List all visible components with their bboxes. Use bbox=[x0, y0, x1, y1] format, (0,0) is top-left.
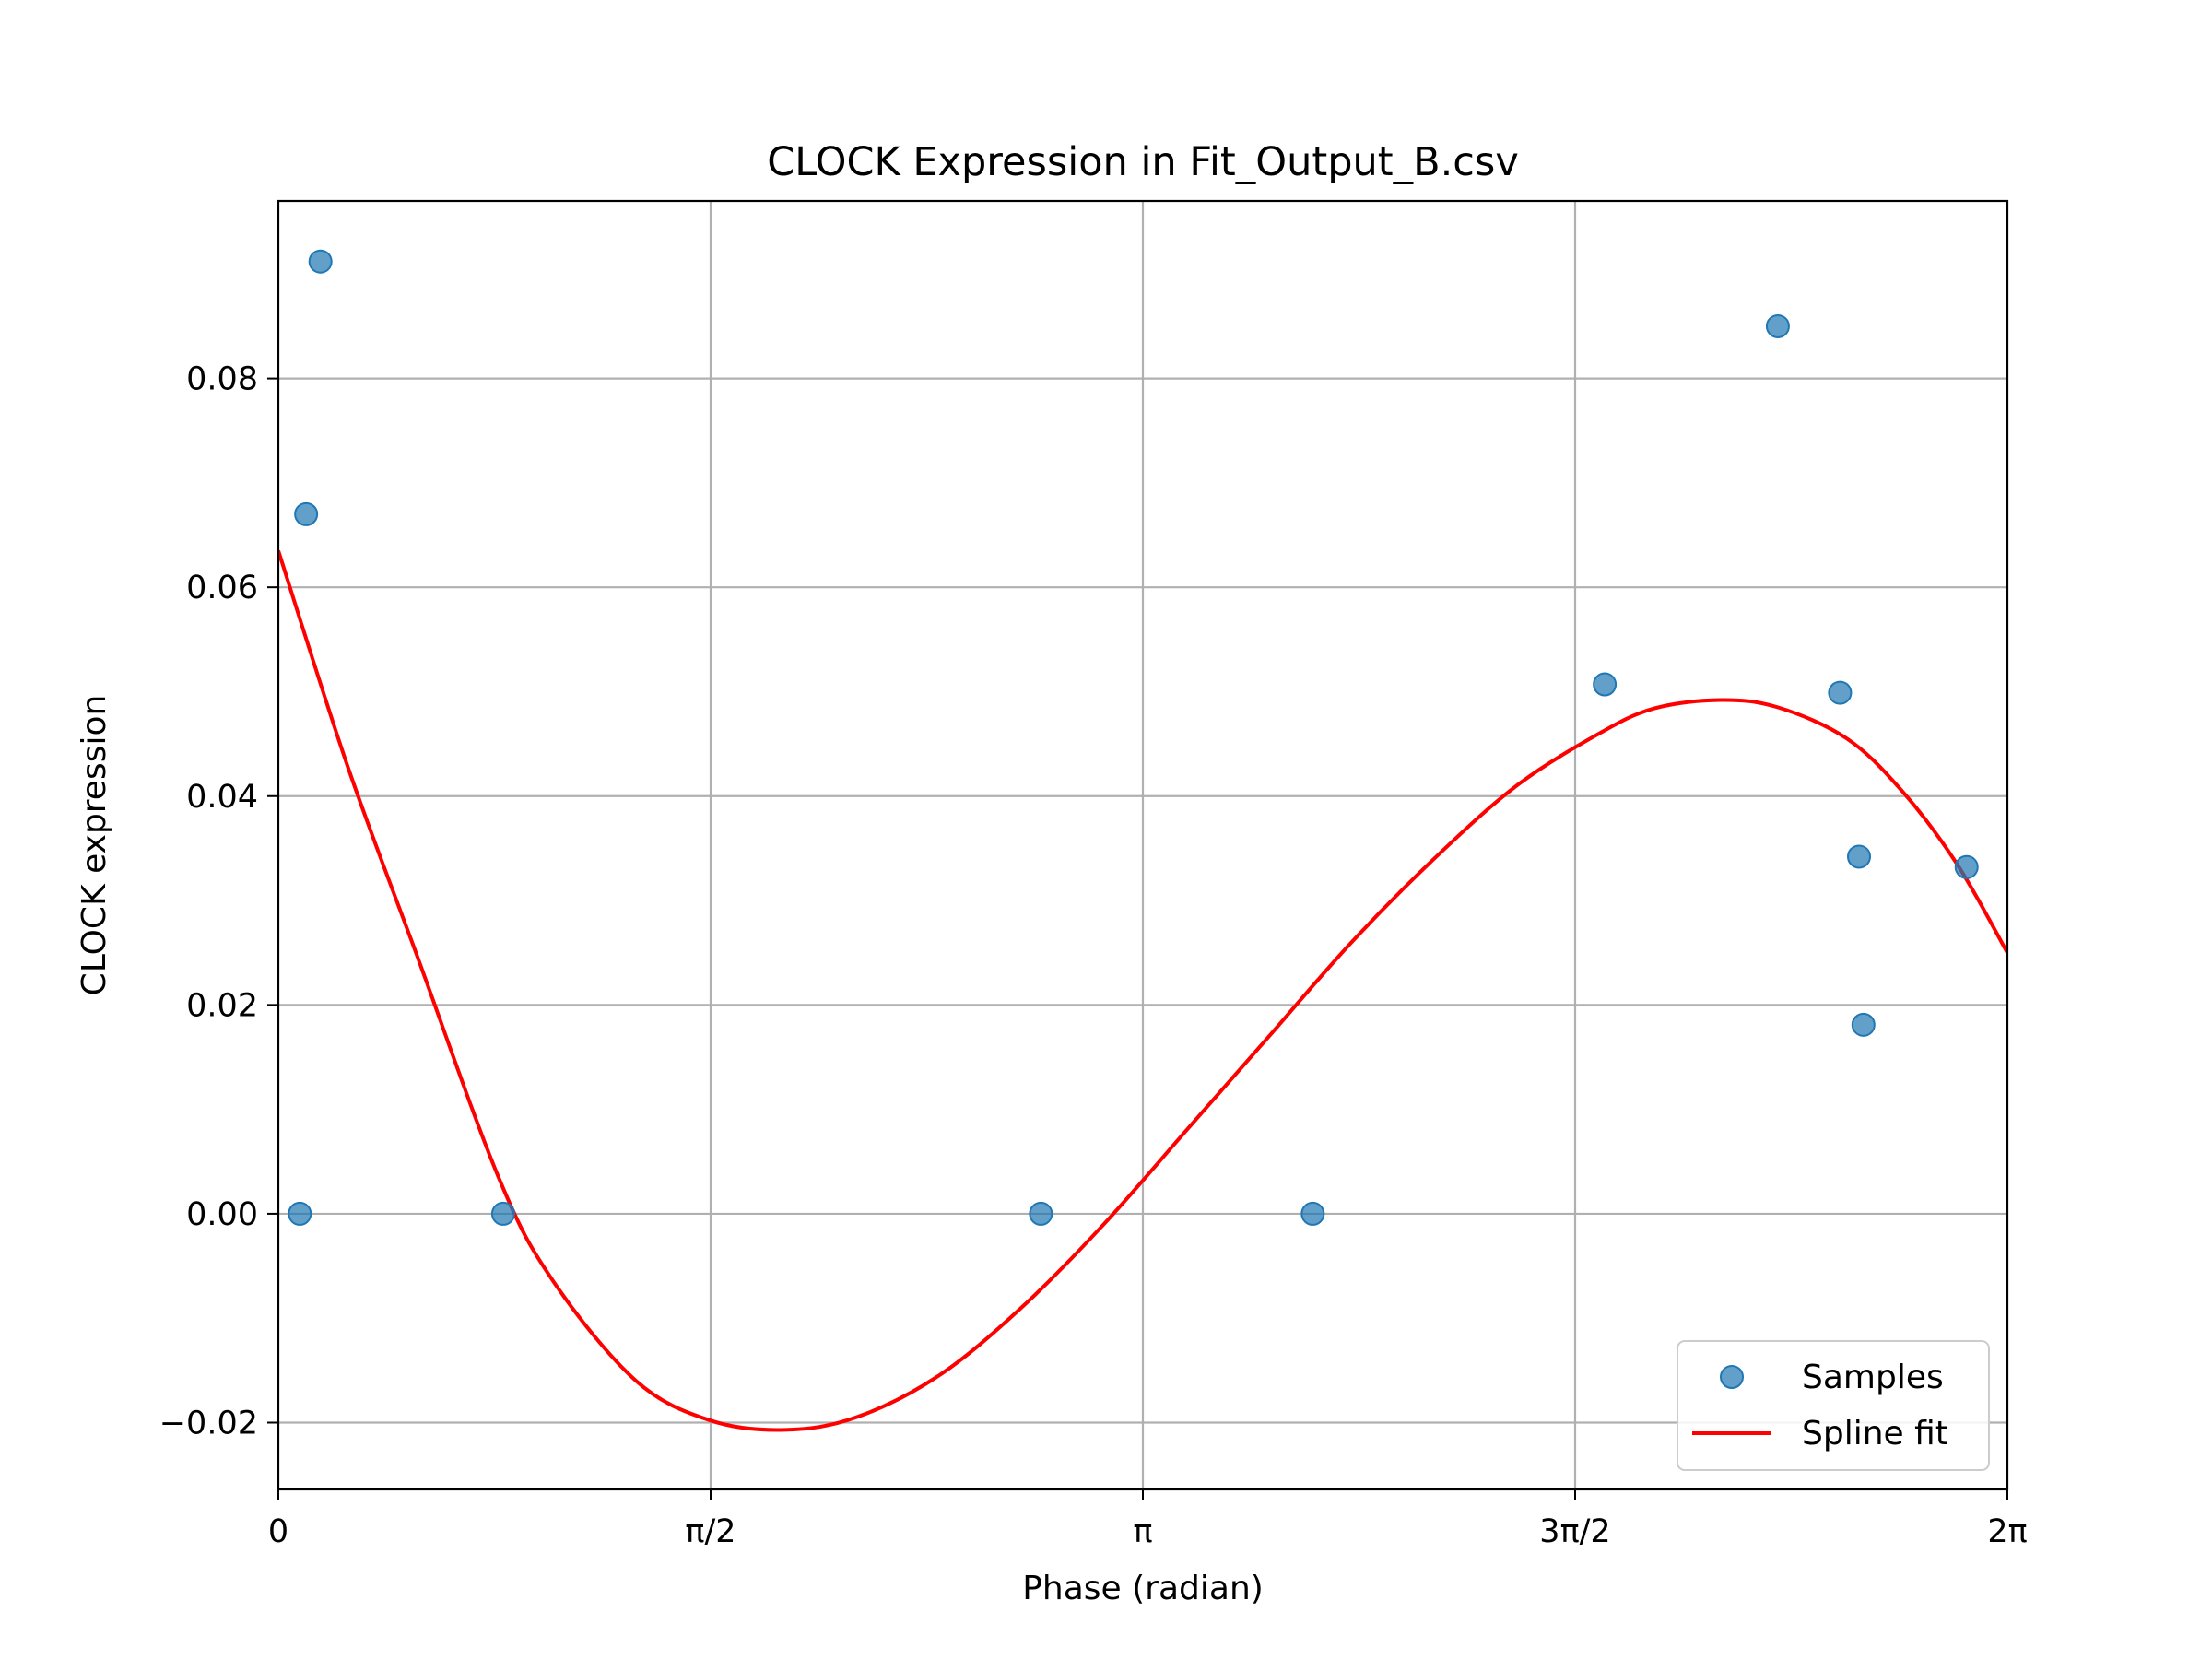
x-tick-label: π/2 bbox=[685, 1513, 735, 1550]
sample-point bbox=[288, 1201, 312, 1226]
y-axis-label: CLOCK expression bbox=[76, 695, 113, 996]
sample-point bbox=[1029, 1201, 1053, 1226]
sample-point bbox=[1954, 854, 1979, 879]
x-tick-label: 0 bbox=[268, 1513, 288, 1550]
sample-point bbox=[1851, 1012, 1876, 1037]
y-tick-label: 0.06 bbox=[186, 570, 258, 606]
spline-fit-layer bbox=[278, 549, 2007, 1432]
legend-samples-label: Samples bbox=[1802, 1359, 1944, 1396]
x-tick-label: 3π/2 bbox=[1539, 1513, 1610, 1550]
legend: Samples Spline fit bbox=[1677, 1340, 1990, 1471]
sample-point bbox=[1828, 680, 1853, 705]
x-axis-label: Phase (radian) bbox=[1022, 1570, 1264, 1607]
y-tick-label: 0.04 bbox=[186, 779, 258, 816]
chart-title: CLOCK Expression in Fit_Output_B.csv bbox=[767, 139, 1519, 185]
sample-point bbox=[1847, 844, 1872, 869]
sample-point bbox=[308, 249, 333, 274]
y-tick-label: 0.08 bbox=[186, 361, 258, 398]
sample-point bbox=[1593, 672, 1618, 697]
y-tick-label: 0.02 bbox=[186, 987, 258, 1024]
legend-box bbox=[1677, 1340, 1990, 1471]
spline-fit-line bbox=[278, 549, 2007, 1432]
legend-spline-label: Spline fit bbox=[1802, 1415, 1948, 1453]
sample-point bbox=[490, 1201, 515, 1226]
y-tick-label: −0.02 bbox=[159, 1405, 258, 1441]
sample-point bbox=[1765, 313, 1790, 338]
x-tick-label: π bbox=[1133, 1513, 1152, 1550]
samples-layer bbox=[288, 249, 1979, 1226]
legend-samples-marker bbox=[1720, 1365, 1744, 1389]
x-tick-label: 2π bbox=[1987, 1513, 2027, 1550]
sample-point bbox=[1300, 1201, 1325, 1226]
y-tick-label: 0.00 bbox=[186, 1196, 258, 1233]
ticks: 0 π/2 π 3π/2 2π −0.02 0.00 0.02 0.04 0.06 0.08 bbox=[159, 361, 2028, 1550]
sample-point bbox=[294, 501, 319, 526]
